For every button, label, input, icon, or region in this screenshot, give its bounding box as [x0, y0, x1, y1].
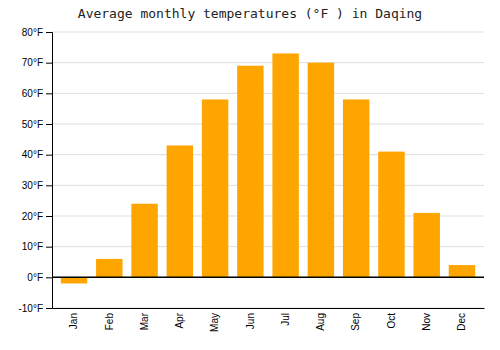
grid — [52, 32, 484, 308]
y-axis: -10°F 0°F 10°F 20°F 30°F 40°F 50°F 60°F 70°F 80°F — [18, 27, 52, 314]
bar — [449, 265, 475, 277]
tick: Feb — [104, 313, 115, 331]
zero-line — [52, 277, 484, 279]
tick: Oct — [386, 313, 397, 329]
tick: 50°F — [22, 119, 52, 130]
tick-label: Aug — [315, 313, 326, 331]
grid-line — [52, 308, 484, 309]
tick-mark — [46, 32, 52, 33]
tick-mark — [46, 277, 52, 278]
tick-label: 80°F — [22, 27, 43, 38]
tick-mark — [46, 124, 52, 125]
tick: 20°F — [22, 211, 52, 222]
axis-line — [46, 33, 53, 309]
tick: Jul — [280, 313, 291, 326]
chart: Average monthly temperatures (°F ) in Da… — [0, 0, 500, 350]
tick-label: 60°F — [22, 88, 43, 99]
tick: 0°F — [27, 272, 52, 283]
tick-label: Nov — [421, 313, 432, 331]
tick-label: -10°F — [18, 303, 43, 314]
tick-label: Jan — [68, 313, 79, 329]
tick-label: Sep — [350, 313, 361, 331]
bar — [167, 145, 193, 277]
bars — [61, 53, 475, 283]
tick-mark — [46, 216, 52, 217]
tick-mark — [46, 63, 52, 64]
tick: 70°F — [22, 57, 52, 68]
tick-label: Jul — [280, 313, 291, 326]
bar — [378, 152, 404, 278]
tick-label: 0°F — [27, 272, 43, 283]
bar — [61, 277, 87, 283]
bar — [272, 53, 298, 277]
tick-mark — [46, 185, 52, 186]
plot: -10°F 0°F 10°F 20°F 30°F 40°F 50°F 60°F 70°F 80°F… — [18, 27, 484, 332]
tick-label: 50°F — [22, 119, 43, 130]
tick-label: Apr — [174, 312, 185, 328]
tick: 80°F — [22, 27, 52, 38]
tick: Apr — [174, 312, 185, 328]
tick-label: 20°F — [22, 211, 43, 222]
tick: Aug — [315, 313, 326, 331]
tick: Nov — [421, 313, 432, 331]
grid-line — [52, 124, 484, 125]
tick-label: 10°F — [22, 241, 43, 252]
bar — [343, 99, 369, 277]
bar — [237, 66, 263, 278]
bar — [96, 259, 122, 277]
tick-mark — [46, 247, 52, 248]
tick: -10°F — [18, 303, 52, 314]
tick-label: 70°F — [22, 57, 43, 68]
grid-line — [52, 185, 484, 186]
tick-label: Feb — [104, 313, 115, 331]
tick-label: Mar — [139, 312, 150, 330]
tick: Jun — [245, 313, 256, 329]
tick: 40°F — [22, 149, 52, 160]
grid-line — [52, 277, 484, 278]
tick: Mar — [139, 312, 150, 330]
tick: May — [209, 313, 220, 332]
axis-line — [53, 308, 485, 309]
x-axis: Jan Feb Mar Apr May Jun Jul Aug Sep Oct Nov Dec — [53, 309, 485, 332]
bar — [131, 204, 157, 278]
tick-mark — [46, 308, 52, 309]
tick-label: Jun — [245, 313, 256, 329]
tick: Jan — [68, 313, 79, 329]
tick-mark — [46, 155, 52, 156]
grid-line — [52, 62, 484, 63]
tick: 10°F — [22, 241, 52, 252]
tick-label: 40°F — [22, 149, 43, 160]
tick-label: 30°F — [22, 180, 43, 191]
title: Average monthly temperatures (°F ) in Da… — [78, 6, 422, 21]
bar — [308, 63, 334, 278]
tick-mark — [46, 93, 52, 94]
grid-line — [52, 93, 484, 94]
tick: Dec — [456, 313, 467, 331]
tick-label: May — [209, 313, 220, 332]
bar — [413, 213, 439, 277]
tick: 60°F — [22, 88, 52, 99]
tick-label: Dec — [456, 313, 467, 331]
tick: Sep — [350, 313, 361, 331]
grid-line — [52, 32, 484, 33]
bar — [202, 99, 228, 277]
grid-line — [52, 154, 484, 155]
tick: 30°F — [22, 180, 52, 191]
tick-label: Oct — [386, 313, 397, 329]
